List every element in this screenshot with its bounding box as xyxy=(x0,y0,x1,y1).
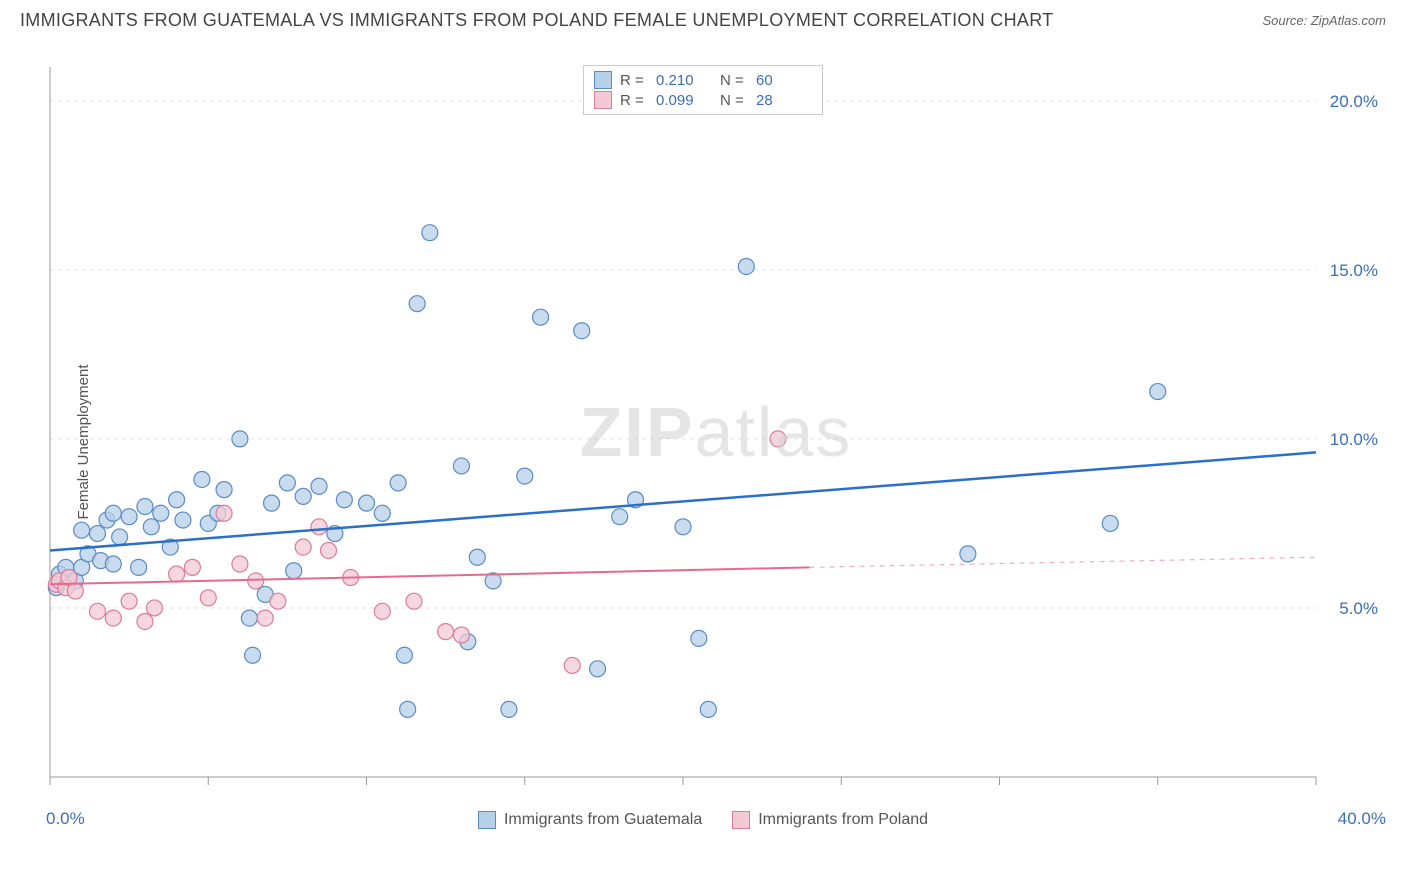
chart-area: Female Unemployment 5.0%10.0%15.0%20.0% … xyxy=(0,37,1406,847)
legend-label-poland: Immigrants from Poland xyxy=(758,811,928,829)
legend-row-guatemala: R = 0.210 N = 60 xyxy=(594,70,812,90)
chart-header: IMMIGRANTS FROM GUATEMALA VS IMMIGRANTS … xyxy=(0,0,1406,37)
n-label: N = xyxy=(720,72,748,89)
correlation-legend: R = 0.210 N = 60 R = 0.099 N = 28 xyxy=(583,65,823,115)
n-label: N = xyxy=(720,92,748,109)
source-label: Source: ZipAtlas.com xyxy=(1262,13,1386,28)
legend-row-poland: R = 0.099 N = 28 xyxy=(594,90,812,110)
chart-title: IMMIGRANTS FROM GUATEMALA VS IMMIGRANTS … xyxy=(20,10,1053,31)
legend-item-guatemala: Immigrants from Guatemala xyxy=(478,811,702,829)
legend-item-poland: Immigrants from Poland xyxy=(732,811,928,829)
r-value-guatemala: 0.210 xyxy=(656,72,712,89)
scatter-plot-svg: 5.0% 10.0% 15.0% 20.0% xyxy=(46,67,1386,827)
n-value-guatemala: 60 xyxy=(756,72,812,89)
swatch-guatemala xyxy=(594,71,612,89)
swatch-poland-icon xyxy=(732,811,750,829)
svg-text:15.0%: 15.0% xyxy=(1330,261,1378,280)
series-legend: Immigrants from Guatemala Immigrants fro… xyxy=(0,811,1406,829)
r-value-poland: 0.099 xyxy=(656,92,712,109)
legend-label-guatemala: Immigrants from Guatemala xyxy=(504,811,702,829)
swatch-poland xyxy=(594,91,612,109)
svg-text:10.0%: 10.0% xyxy=(1330,430,1378,449)
svg-text:20.0%: 20.0% xyxy=(1330,92,1378,111)
plot-region: 5.0%10.0%15.0%20.0% ZIPatlas xyxy=(46,67,1386,827)
n-value-poland: 28 xyxy=(756,92,812,109)
r-label: R = xyxy=(620,72,648,89)
svg-text:5.0%: 5.0% xyxy=(1339,599,1378,618)
r-label: R = xyxy=(620,92,648,109)
swatch-guatemala-icon xyxy=(478,811,496,829)
